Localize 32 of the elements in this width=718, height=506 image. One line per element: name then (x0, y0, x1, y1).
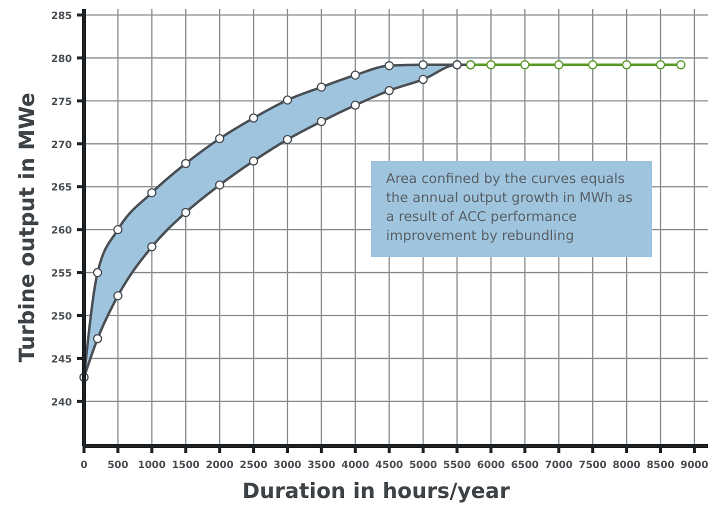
x-tick-label: 3000 (274, 460, 302, 471)
y-axis-title: Turbine output in MWe (15, 92, 39, 362)
x-tick-label: 5500 (443, 460, 471, 471)
y-tick-label: 275 (51, 96, 72, 108)
y-tick-label: 260 (51, 226, 72, 237)
y-tick-label: 255 (51, 268, 72, 280)
x-tick-label: 3500 (307, 460, 336, 471)
y-tick-label: 265 (51, 182, 72, 194)
y-tick-label: 240 (51, 397, 72, 408)
x-tick-label: 8000 (612, 460, 641, 471)
y-tick-label: 280 (51, 54, 72, 65)
annotation: Area confined by the curves equals the annual output growth in MWh as a result of ACC performance improvement by rebundling (386, 171, 633, 244)
x-tick-label: 6000 (477, 460, 505, 471)
y-tick-label: 250 (51, 312, 72, 322)
x-tick-label: 6500 (510, 460, 539, 471)
x-axis-title: Duration in hours/year (242, 479, 510, 503)
x-tick-label: 1000 (138, 460, 166, 471)
x-tick-label: 2000 (206, 460, 234, 471)
x-tick-label: 4000 (341, 460, 370, 471)
x-tick-label: 5000 (409, 460, 438, 471)
x-tick-label: 8500 (646, 460, 674, 471)
x-tick-label: 500 (107, 460, 128, 471)
x-tick-label: 9000 (680, 460, 708, 471)
y-tick-label: 270 (51, 140, 72, 151)
y-tick-label: 285 (51, 11, 72, 22)
x-tick-label: 7000 (544, 460, 573, 471)
x-tick-label: 1500 (172, 460, 200, 471)
x-tick-label: 2500 (240, 460, 268, 471)
x-tick-label: 7500 (578, 460, 607, 471)
x-tick-label: 0 (80, 460, 88, 471)
x-tick-label: 4500 (375, 460, 404, 471)
y-tick-label: 245 (51, 354, 72, 366)
